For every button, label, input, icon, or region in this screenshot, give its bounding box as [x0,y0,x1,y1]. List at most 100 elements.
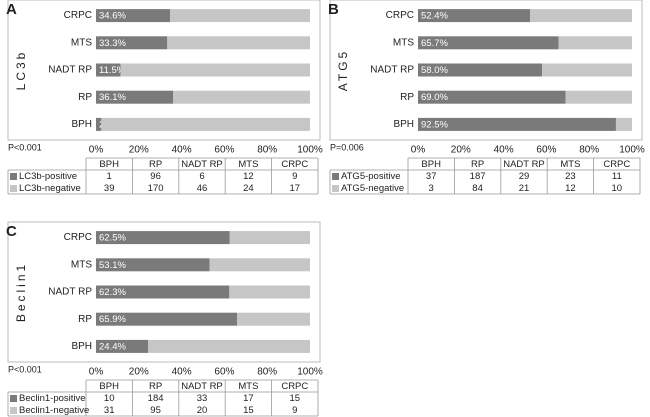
y-axis-title: ATG5 [336,49,350,91]
panel-label: C [6,223,17,240]
legend-label: LC3b-positive [19,171,77,182]
legend-swatch [332,185,339,192]
x-tick-label: 40% [172,145,192,156]
table-cell: 184 [148,393,164,404]
bar-segment [96,339,149,353]
bar-segment [170,9,310,23]
table-cell: 15 [290,393,301,404]
table-cell: 15 [243,405,254,416]
table-cell: 9 [292,405,297,416]
table-cell: 33 [197,393,208,404]
value-label: 65.9% [99,314,126,325]
plot-frame [7,0,321,141]
category-label: BPH [393,119,414,130]
value-label: 62.3% [99,287,126,298]
legend-label: ATG5-negative [341,183,404,194]
table-cell: 6 [199,171,204,182]
table-cell: 46 [197,183,208,194]
table-cell: 37 [426,171,437,182]
legend-label: LC3b-negative [19,183,81,194]
x-tick-label: 80% [257,367,277,378]
table-cell: 187 [470,171,486,182]
category-label: NADT RP [370,65,414,76]
x-tick-label: 60% [214,367,234,378]
bar-segment [418,63,543,77]
table-cell: 17 [290,183,301,194]
table-cell: 170 [148,183,164,194]
value-label: 69.0% [421,92,448,103]
table-cell: 23 [565,171,576,182]
bar-segment [101,117,310,131]
category-label: BPH [71,341,92,352]
bar-segment [148,339,310,353]
x-tick-label: 100% [297,367,323,378]
bar-segment [418,90,566,104]
bar-segment [96,63,121,77]
x-tick-label: 20% [129,367,149,378]
value-label: 36.1% [99,92,126,103]
value-label: 53.1% [99,260,126,271]
value-label: 24.4% [99,341,126,352]
value-label: 34.6% [99,11,126,22]
value-label: 52.4% [421,11,448,22]
x-tick-label: 20% [451,145,471,156]
category-label: RP [400,92,414,103]
bar-segment [229,285,310,299]
table-header: BPH [421,159,441,170]
plot-frame [329,0,643,141]
bar-segment [542,63,632,77]
table-cell: 84 [472,183,483,194]
category-label: RP [78,92,92,103]
bar-segment [209,258,310,272]
x-tick-label: 0% [411,145,426,156]
bar-segment [96,231,230,245]
legend-label: Beclin1-negative [19,405,89,416]
x-tick-label: 20% [129,145,149,156]
table-cell: 9 [292,171,297,182]
plot-frame [7,221,321,363]
bar-segment [418,117,616,131]
x-tick-label: 40% [172,367,192,378]
bar-segment [96,36,168,50]
value-label: 58.0% [421,65,448,76]
x-tick-label: 100% [619,145,645,156]
bar-segment [120,63,310,77]
table-cell: 31 [104,405,115,416]
x-tick-label: 40% [494,145,514,156]
bar-segment [565,90,632,104]
table-header: BPH [99,159,119,170]
category-label: CRPC [386,10,414,21]
p-value: P<0.001 [8,364,42,374]
y-axis-title: LC3b [14,50,28,91]
table-cell: 24 [243,183,254,194]
value-label: 33.3% [99,38,126,49]
legend-swatch [10,173,17,180]
bar-segment [418,36,559,50]
table-cell: 10 [104,393,115,404]
table-header: CRPC [281,159,308,170]
panel-label: A [6,1,17,18]
category-label: NADT RP [48,287,92,298]
table-header: NADT RP [181,159,223,170]
category-label: RP [78,314,92,325]
category-label: CRPC [64,232,92,243]
panel-label: B [328,1,339,18]
x-tick-label: 80% [257,145,277,156]
table-header: MTS [238,159,258,170]
value-label: 62.5% [99,233,126,244]
category-label: CRPC [64,10,92,21]
legend-swatch [10,185,17,192]
category-label: BPH [71,119,92,130]
x-tick-label: 0% [89,145,104,156]
bar-segment [530,9,632,23]
table-cell: 1 [107,171,112,182]
x-tick-label: 0% [89,367,104,378]
category-label: MTS [71,37,92,48]
bar-segment [237,312,310,326]
bar-segment [96,90,174,104]
legend-swatch [10,395,17,402]
table-cell: 95 [150,405,161,416]
bar-segment [615,117,632,131]
